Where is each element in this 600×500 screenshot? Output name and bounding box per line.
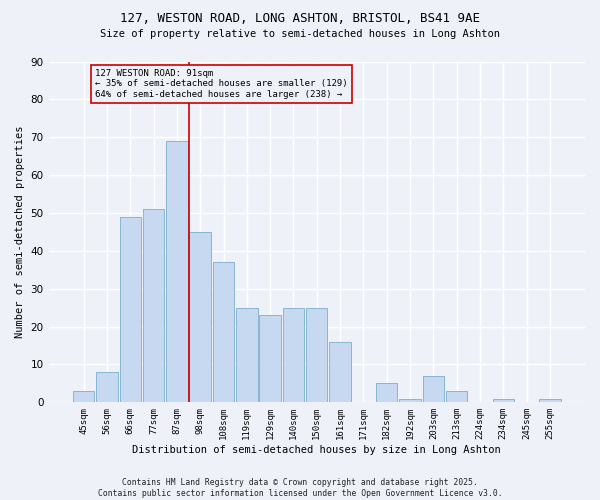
Bar: [73, 391, 94, 402]
Bar: [236, 308, 257, 402]
Bar: [96, 372, 118, 402]
Bar: [306, 308, 328, 402]
Bar: [213, 262, 234, 402]
Bar: [259, 315, 281, 402]
Bar: [422, 376, 444, 402]
Bar: [119, 217, 141, 402]
Bar: [376, 384, 397, 402]
Y-axis label: Number of semi-detached properties: Number of semi-detached properties: [15, 126, 25, 338]
Text: 127 WESTON ROAD: 91sqm
← 35% of semi-detached houses are smaller (129)
64% of se: 127 WESTON ROAD: 91sqm ← 35% of semi-det…: [95, 69, 348, 99]
Bar: [166, 141, 188, 403]
Text: Contains HM Land Registry data © Crown copyright and database right 2025.
Contai: Contains HM Land Registry data © Crown c…: [98, 478, 502, 498]
Bar: [190, 232, 211, 402]
Bar: [539, 398, 560, 402]
X-axis label: Distribution of semi-detached houses by size in Long Ashton: Distribution of semi-detached houses by …: [133, 445, 501, 455]
Bar: [493, 398, 514, 402]
Text: Size of property relative to semi-detached houses in Long Ashton: Size of property relative to semi-detach…: [100, 29, 500, 39]
Bar: [143, 209, 164, 402]
Bar: [329, 342, 351, 402]
Bar: [446, 391, 467, 402]
Bar: [283, 308, 304, 402]
Bar: [399, 398, 421, 402]
Text: 127, WESTON ROAD, LONG ASHTON, BRISTOL, BS41 9AE: 127, WESTON ROAD, LONG ASHTON, BRISTOL, …: [120, 12, 480, 26]
